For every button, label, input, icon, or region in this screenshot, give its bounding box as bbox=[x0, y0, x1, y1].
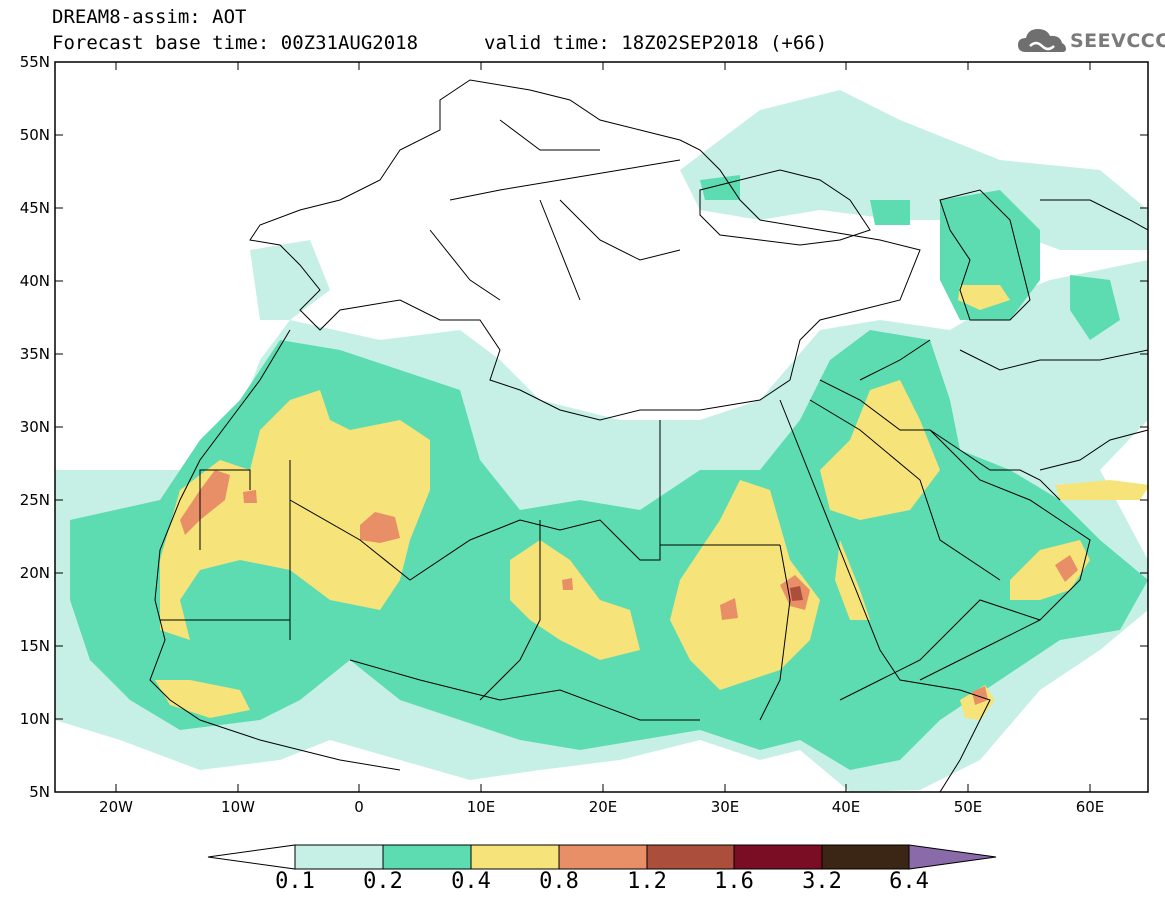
aot-band-0.2 bbox=[1070, 275, 1120, 340]
aot-band-0.8 bbox=[360, 512, 400, 543]
colorbar-swatch bbox=[294, 844, 384, 870]
coastline-red-sea bbox=[779, 399, 991, 792]
coastline-caspian bbox=[939, 189, 1031, 321]
colorbar-swatch bbox=[646, 844, 735, 870]
aot-band-0.4 bbox=[160, 390, 430, 640]
coastlines-borders bbox=[149, 79, 1148, 792]
aot-band-0.2 bbox=[870, 200, 910, 225]
aot-field bbox=[55, 90, 1148, 792]
lat-label: 10N bbox=[19, 710, 50, 728]
aot-band-0.1 bbox=[680, 90, 1148, 250]
forecast-base-time: Forecast base time: 00Z31AUG2018 bbox=[52, 32, 419, 54]
axis-ticks bbox=[55, 61, 1148, 793]
coastline-gulf bbox=[929, 429, 1061, 501]
aot-band-0.8 bbox=[243, 490, 257, 503]
lat-label: 25N bbox=[19, 491, 50, 509]
border-1 bbox=[289, 420, 780, 701]
colorbar-label: 0.4 bbox=[451, 869, 491, 894]
lon-label: 20E bbox=[588, 798, 618, 816]
border-europe bbox=[429, 119, 681, 301]
lon-label: 50E bbox=[953, 798, 983, 816]
lat-label: 15N bbox=[19, 637, 50, 655]
aot-band-0.4 bbox=[820, 380, 940, 520]
lon-label: 30E bbox=[710, 798, 740, 816]
colorbar-label: 3.2 bbox=[802, 869, 842, 894]
colorbar-label: 0.2 bbox=[363, 869, 403, 894]
colorbar-swatch bbox=[558, 844, 648, 870]
lat-label: 20N bbox=[19, 564, 50, 582]
border-3 bbox=[809, 199, 1148, 581]
aot-band-0.8 bbox=[1055, 555, 1078, 582]
lon-label: 40E bbox=[831, 798, 861, 816]
lat-label: 50N bbox=[19, 126, 50, 144]
lat-label: 40N bbox=[19, 272, 50, 290]
cloud-icon bbox=[1018, 29, 1066, 52]
colorbar bbox=[207, 844, 997, 870]
aot-band-0.8 bbox=[720, 598, 738, 620]
aot-band-0.4 bbox=[1055, 480, 1148, 500]
colorbar-swatch bbox=[821, 844, 910, 870]
colorbar-lower-arrow bbox=[207, 844, 296, 870]
colorbar-label: 6.4 bbox=[889, 869, 929, 894]
colorbar-label: 0.8 bbox=[539, 869, 579, 894]
seevccc-logo: SEEVCCC bbox=[1016, 22, 1165, 62]
aot-band-0.1 bbox=[700, 420, 780, 470]
coastline-persia bbox=[1039, 429, 1148, 471]
colorbar-upper-arrow bbox=[908, 844, 997, 870]
aot-band-0.4 bbox=[958, 285, 1010, 310]
coastline-black-sea bbox=[699, 169, 871, 246]
lat-label: 55N bbox=[19, 53, 50, 71]
colorbar-label: 0.1 bbox=[275, 869, 315, 894]
coastline-west-africa bbox=[149, 329, 401, 771]
colorbar-label: 1.6 bbox=[714, 869, 754, 894]
lat-label: 5N bbox=[29, 783, 50, 801]
lat-label: 45N bbox=[19, 199, 50, 217]
lon-label: 10W bbox=[221, 798, 255, 816]
aot-band-0.4 bbox=[510, 540, 640, 660]
lon-label: 60E bbox=[1075, 798, 1105, 816]
lon-label: 20W bbox=[99, 798, 133, 816]
colorbar-swatch bbox=[382, 844, 472, 870]
coastline-europe-africa bbox=[249, 79, 921, 421]
logo-text: SEEVCCC bbox=[1070, 30, 1165, 52]
colorbar-swatch bbox=[470, 844, 560, 870]
aot-band-0.4 bbox=[155, 680, 250, 718]
border-2 bbox=[160, 469, 1041, 721]
lat-label: 35N bbox=[19, 345, 50, 363]
aot-band-1.2 bbox=[790, 586, 803, 601]
aot-band-0.8 bbox=[562, 578, 573, 590]
lat-label: 30N bbox=[19, 418, 50, 436]
colorbar-swatch bbox=[733, 844, 823, 870]
aot-band-0.8 bbox=[972, 686, 988, 705]
valid-time: valid time: 18Z02SEP2018 (+66) bbox=[484, 32, 828, 54]
aot-band-0.8 bbox=[180, 470, 230, 535]
lon-label: 0 bbox=[354, 798, 364, 816]
colorbar-label: 1.2 bbox=[627, 869, 667, 894]
aot-band-0.2 bbox=[700, 175, 740, 200]
map-title: DREAM8-assim: AOT bbox=[52, 6, 247, 28]
lon-label: 10E bbox=[466, 798, 496, 816]
aot-band-0.4 bbox=[670, 480, 820, 690]
